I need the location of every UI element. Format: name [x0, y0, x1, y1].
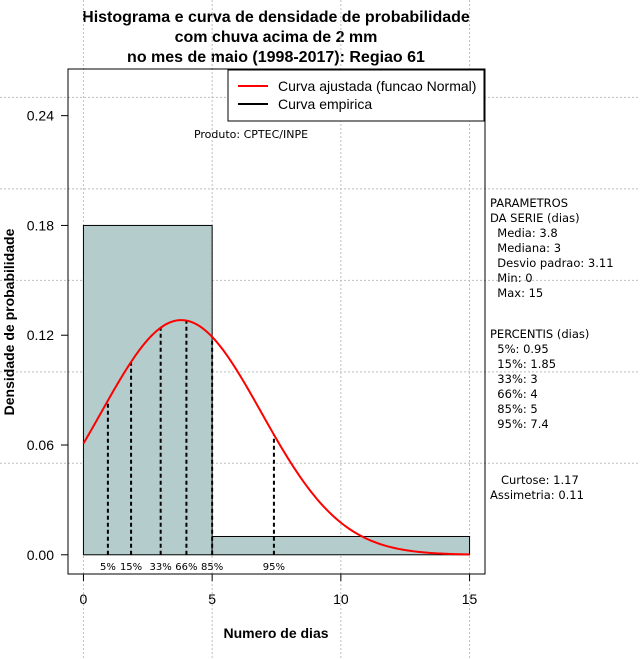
y-tick-label: 0.12: [27, 327, 54, 343]
histogram-bar: [82, 224, 213, 556]
x-tick-label: 5: [208, 591, 216, 607]
y-tick-label: 0.24: [27, 108, 54, 124]
percentile-label: 66%: [175, 562, 197, 573]
title-line: no mes de maio (1998-2017): Regiao 61: [127, 49, 425, 66]
param-line: Desvio padrao: 3.11: [490, 256, 614, 270]
percentil-line: PERCENTIS (dias): [490, 327, 589, 341]
legend: Curva ajustada (funcao Normal) Curva empi…: [227, 69, 485, 122]
normal-curve: [82, 319, 470, 556]
percentil-line: 66%: 4: [490, 387, 538, 401]
param-line: PARAMETROS: [490, 196, 568, 210]
param-line: DA SERIE (dias): [490, 211, 580, 225]
param-line: Max: 15: [490, 286, 543, 300]
product-annotation: Produto: CPTEC/INPE: [194, 128, 308, 141]
x-axis-label: Numero de dias: [223, 625, 328, 641]
param-line: Media: 3.8: [490, 226, 558, 240]
percentil-line: 15%: 1.85: [490, 357, 556, 371]
x-tick-label: 15: [462, 591, 478, 607]
percentile-label: 5%: [100, 562, 116, 573]
param-line: Min: 0: [490, 271, 533, 285]
axes: 0 5 10 15 0.00 0.06 0.12 0.18 0.24 Numero de dias…: [1, 68, 486, 641]
percentil-line: 95%: 7.4: [490, 417, 549, 431]
stat-line: Assimetria: 0.11: [490, 488, 584, 502]
title-line: Histograma e curva de densidade de proba…: [82, 9, 470, 26]
param-line: Mediana: 3: [490, 241, 561, 255]
percentil-line: 85%: 5: [490, 402, 538, 416]
percentile-label: 33%: [150, 562, 172, 573]
x-tick-label: 10: [333, 591, 349, 607]
percentile-lines: 5% 15% 33% 66% 85% 95%: [100, 320, 285, 573]
legend-box: [227, 69, 485, 122]
x-tick-label: 0: [80, 591, 88, 607]
chart-title: Histograma e curva de densidade de proba…: [82, 9, 470, 66]
y-tick-label: 0.06: [27, 437, 54, 453]
percentile-label: 95%: [263, 562, 285, 573]
y-tick-label: 0.18: [27, 217, 54, 233]
percentile-label: 15%: [120, 562, 142, 573]
legend-label: Curva empirica: [278, 96, 372, 112]
percentile-label: 85%: [201, 562, 223, 573]
y-tick-label: 0.00: [27, 547, 54, 563]
percentil-line: 5%: 0.95: [490, 342, 549, 356]
legend-label: Curva ajustada (funcao Normal): [278, 78, 476, 94]
stat-line: Curtose: 1.17: [490, 473, 579, 487]
y-axis-label: Densidade de probabilidade: [1, 228, 17, 415]
histogram-bars: [82, 224, 471, 556]
normal-curve-line: [82, 319, 470, 556]
percentil-line: 33%: 3: [490, 372, 538, 386]
title-line: com chuva acima de 2 mm: [175, 29, 378, 46]
